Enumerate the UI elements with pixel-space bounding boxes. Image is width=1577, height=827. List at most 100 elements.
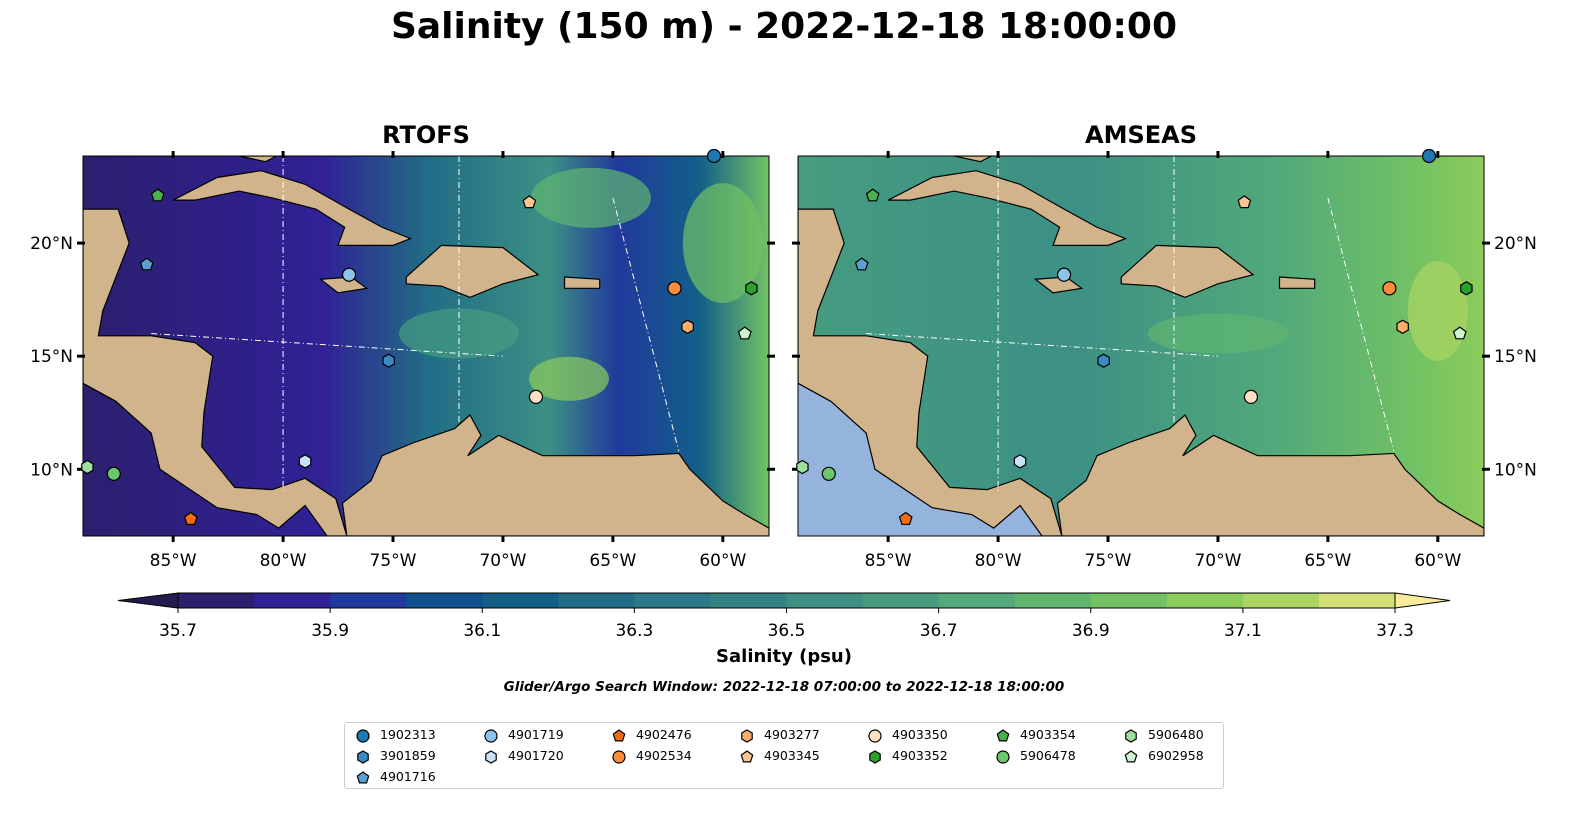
legend-label: 4903350 — [892, 727, 948, 742]
colorbar-over-arrow — [1394, 592, 1451, 609]
float-marker-5906480 — [81, 459, 94, 475]
lon-tick-label: 60°W — [699, 551, 746, 571]
float-marker-1902313 — [1421, 148, 1437, 164]
lon-tick-label: 85°W — [150, 551, 197, 571]
float-marker-5906478 — [106, 466, 121, 481]
colorbar-bin — [1090, 593, 1168, 608]
colorbar-label: Salinity (psu) — [716, 646, 852, 667]
legend-marker — [996, 749, 1010, 764]
colorbar-bin — [1014, 593, 1092, 608]
colorbar-bin — [254, 593, 331, 608]
float-marker-4901719 — [1056, 267, 1072, 282]
colorbar-tick-label: 36.9 — [1072, 621, 1110, 641]
colorbar-bin — [406, 593, 483, 608]
colorbar-tick-label: 35.9 — [311, 621, 349, 641]
float-marker-4903354 — [150, 188, 165, 202]
legend-marker — [740, 749, 754, 762]
colorbar-bin — [330, 593, 407, 608]
legend-label: 4903354 — [1020, 727, 1076, 742]
legend-item-1902313: 1902313 — [355, 726, 436, 744]
float-marker-4903352 — [745, 281, 758, 296]
figure-title: Salinity (150 m) - 2022-12-18 18:00:00 — [390, 6, 1178, 47]
pentagon-marker-icon — [740, 749, 754, 762]
circle-marker-icon — [996, 749, 1010, 764]
legend-item-4903354: 4903354 — [995, 726, 1076, 744]
legend-marker — [1124, 749, 1138, 762]
lon-tick-label: 80°W — [260, 551, 307, 571]
legend-label: 4901716 — [380, 769, 436, 784]
legend-label: 4901720 — [508, 748, 564, 763]
legend-item-4903350: 4903350 — [867, 726, 948, 744]
colorbar-bin — [178, 593, 255, 608]
circle-marker-icon — [612, 749, 626, 764]
panel-title-amseas: AMSEAS — [1085, 121, 1197, 149]
legend-item-4903352: 4903352 — [867, 747, 948, 765]
colorbar-tick-label: 37.3 — [1376, 621, 1414, 641]
legend-item-6902958: 6902958 — [1123, 747, 1204, 765]
legend-item-5906478: 5906478 — [995, 747, 1076, 765]
legend-label: 3901859 — [380, 748, 436, 763]
lon-tick-label: 65°W — [1304, 551, 1351, 571]
hexagon-marker-icon — [357, 749, 369, 764]
map-frame — [82, 155, 770, 537]
hexagon-marker-icon — [485, 749, 497, 764]
land-hispaniola — [405, 244, 540, 299]
float-marker-1902313 — [706, 148, 722, 164]
legend-marker — [869, 749, 881, 764]
legend-label: 4901719 — [508, 727, 564, 742]
legend-label: 6902958 — [1148, 748, 1204, 763]
colorbar-tick-label: 36.1 — [463, 621, 501, 641]
float-marker-4901720 — [1013, 454, 1027, 469]
search-window-text: Glider/Argo Search Window: 2022-12-18 07… — [503, 679, 1065, 695]
legend-item-4901720: 4901720 — [483, 747, 564, 765]
float-marker-5906480 — [796, 459, 809, 475]
hexagon-marker-icon — [869, 749, 881, 764]
legend-marker — [485, 749, 497, 764]
lon-tick-label: 80°W — [975, 551, 1022, 571]
circle-marker-icon — [484, 728, 498, 743]
colorbar-bin — [710, 593, 787, 608]
legend-label: 5906480 — [1148, 727, 1204, 742]
colorbar-bin — [634, 593, 711, 608]
float-marker-4903345 — [1237, 195, 1252, 209]
legend-marker — [356, 728, 370, 743]
land-jamaica — [1033, 276, 1084, 294]
map-frame — [797, 155, 1485, 537]
float-marker-4903345 — [522, 195, 537, 209]
legend-item-4901716: 4901716 — [355, 768, 436, 786]
legend-marker — [1125, 728, 1137, 743]
legend-marker — [484, 728, 498, 743]
colorbar-under-arrow — [117, 592, 179, 609]
float-marker-4901720 — [298, 454, 312, 469]
float-marker-4903350 — [528, 389, 544, 404]
land-central — [798, 208, 1063, 536]
float-marker-4902534 — [1382, 281, 1397, 296]
colorbar-tick-label: 35.7 — [159, 621, 197, 641]
lon-tick-label: 75°W — [1085, 551, 1132, 571]
legend-marker — [868, 728, 882, 743]
circle-marker-icon — [868, 728, 882, 743]
colorbar-bin — [938, 593, 1016, 608]
legend-marker — [357, 749, 369, 764]
float-marker-5906478 — [821, 466, 836, 481]
pentagon-marker-icon — [996, 728, 1010, 741]
colorbar-tick-label: 36.7 — [920, 621, 958, 641]
colorbar-bin — [1242, 593, 1320, 608]
hexagon-marker-icon — [741, 728, 753, 743]
legend-item-3901859: 3901859 — [355, 747, 436, 765]
map-panel-rtofs: 85°W 80°W 75°W 70°W 65°W 60°W 20°N 15°N 10°N — [30, 148, 775, 571]
legend-label: 4903345 — [764, 748, 820, 763]
colorbar-bin — [1166, 593, 1244, 608]
lat-tick-label: 10°N — [30, 460, 73, 480]
panel-title-rtofs: RTOFS — [382, 121, 470, 149]
float-marker-4903350 — [1243, 389, 1259, 404]
legend-item-4902534: 4902534 — [611, 747, 692, 765]
lat-tick-label: 15°N — [30, 347, 73, 367]
legend-marker — [996, 728, 1010, 741]
pentagon-marker-icon — [612, 728, 626, 741]
salinity-feature — [1147, 313, 1288, 354]
lat-tick-label: 15°N — [1494, 347, 1537, 367]
land-central — [83, 208, 348, 536]
land-florida — [953, 156, 992, 163]
